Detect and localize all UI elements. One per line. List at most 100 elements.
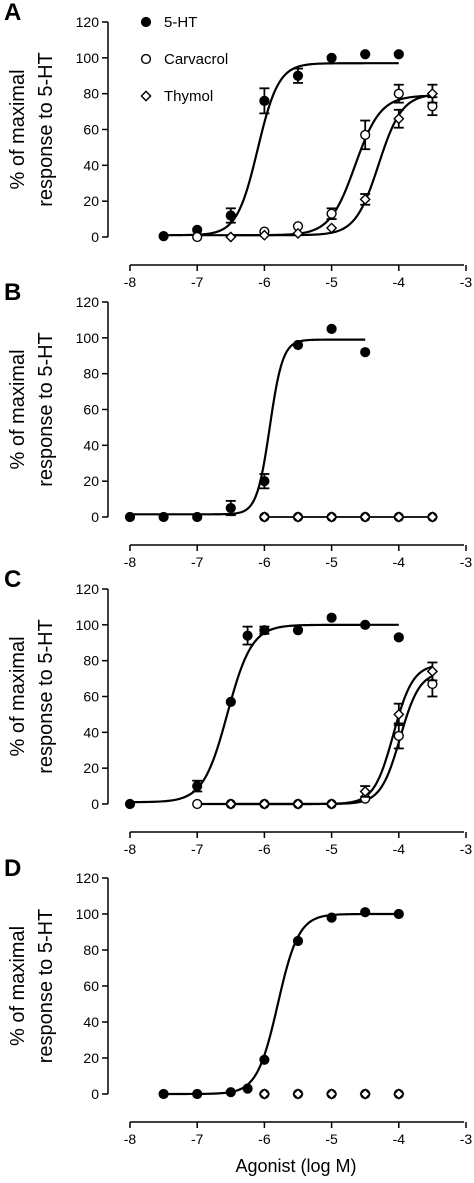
legend-marker: [140, 90, 152, 102]
y-tick-label: 80: [83, 653, 99, 669]
fit-curve-5-ht: [163, 912, 399, 1096]
data-point-5-ht: [292, 625, 304, 636]
data-point-5-ht: [292, 339, 304, 351]
y-tick-label: 120: [76, 870, 100, 886]
data-point-5-ht: [326, 912, 337, 923]
x-tick-label: -6: [258, 554, 271, 570]
data-point-thymol: [393, 708, 405, 721]
y-tick-label: 40: [83, 1014, 99, 1030]
y-tick-label: 100: [76, 50, 100, 66]
data-point-thymol: [393, 1088, 405, 1100]
fit-curve-5-ht: [130, 338, 366, 516]
legend-label: Carvacrol: [164, 51, 228, 68]
panel-letter: A: [4, 0, 21, 26]
data-point-carvacrol: [326, 208, 337, 219]
x-tick-label: -6: [258, 274, 271, 290]
y-tick-label: 100: [76, 330, 100, 346]
data-point-5-ht: [242, 630, 253, 641]
panel-d: D % of maximal response to 5-HT 0 20 40 60 80 10…: [4, 855, 472, 1147]
data-point-5-ht: [124, 798, 136, 810]
panel-letter: C: [4, 566, 21, 593]
x-tick-label: -3: [460, 841, 473, 857]
data-point-thymol: [225, 798, 237, 810]
data-point-5-ht: [326, 323, 337, 334]
y-tick-label: 80: [83, 86, 99, 102]
x-tick-label: -4: [393, 841, 406, 857]
data-point-5-ht: [393, 632, 404, 643]
data-point-thymol: [393, 511, 405, 523]
y-tick-label: 80: [83, 366, 99, 382]
y-tick-label: 60: [83, 122, 99, 138]
x-tick-label: -7: [191, 841, 204, 857]
x-axis-label: Agonist (log M): [235, 1156, 356, 1176]
data-point-thymol: [359, 1088, 371, 1100]
x-tick-label: -5: [325, 1131, 338, 1147]
data-point-5-ht: [259, 625, 270, 636]
y-tick-label: 100: [76, 617, 100, 633]
data-point-thymol: [292, 511, 304, 523]
data-point-5-ht: [360, 347, 371, 358]
data-point-thymol: [258, 1088, 270, 1100]
x-tick-label: -7: [191, 274, 204, 290]
x-tick-label: -6: [258, 841, 271, 857]
x-tick-label: -3: [460, 1131, 473, 1147]
y-tick-label: 60: [83, 402, 99, 418]
data-point-thymol: [258, 229, 270, 241]
data-point-thymol: [292, 227, 304, 240]
data-point-5-ht: [124, 511, 136, 523]
data-point-5-ht: [158, 511, 169, 523]
data-point-5-ht: [225, 502, 236, 514]
data-point-thymol: [426, 665, 438, 678]
data-point-thymol: [292, 798, 304, 810]
y-tick-label: 20: [83, 193, 99, 209]
data-point-thymol: [292, 1088, 304, 1100]
y-tick-label: 120: [76, 14, 100, 30]
x-tick-label: -3: [460, 274, 473, 290]
data-point-5-ht: [360, 907, 371, 918]
data-point-thymol: [258, 798, 270, 810]
y-tick-label: 60: [83, 978, 99, 994]
x-tick-label: -5: [325, 274, 338, 290]
data-point-thymol: [426, 511, 438, 523]
legend-label: 5-HT: [164, 14, 197, 31]
data-point-5-ht: [225, 696, 236, 707]
x-tick-label: -8: [124, 554, 137, 570]
data-point-carvacrol: [393, 88, 404, 99]
x-tick-label: -8: [124, 274, 137, 290]
data-point-thymol: [326, 798, 338, 810]
y-tick-label: 60: [83, 689, 99, 705]
data-point-carvacrol: [393, 730, 404, 742]
data-point-carvacrol: [360, 129, 371, 140]
y-tick-label: 0: [91, 1086, 99, 1102]
y-tick-label: 80: [83, 942, 99, 958]
data-point-carvacrol: [192, 231, 203, 243]
x-tick-label: -4: [393, 554, 406, 570]
x-tick-label: -5: [325, 841, 338, 857]
panel-a: A % of maximal response to 5-HT 0 20 40 60 80 10…: [4, 0, 472, 290]
x-tick-label: -8: [124, 1131, 137, 1147]
data-point-5-ht: [326, 612, 337, 623]
y-tick-label: 40: [83, 157, 99, 173]
y-axis-label: % of maximal: [7, 636, 29, 756]
data-point-5-ht: [192, 511, 203, 523]
data-point-carvacrol: [192, 798, 203, 810]
y-axis-label: response to 5-HT: [35, 909, 57, 1064]
fit-curve-5-ht: [129, 623, 399, 804]
data-point-5-ht: [259, 476, 270, 487]
data-point-5-ht: [225, 210, 236, 221]
data-point-5-ht: [259, 1054, 270, 1065]
data-point-5-ht: [360, 49, 371, 60]
y-tick-label: 120: [76, 581, 100, 597]
data-point-5-ht: [192, 1088, 203, 1100]
data-point-thymol: [359, 193, 371, 205]
data-point-thymol: [359, 511, 371, 523]
y-tick-label: 0: [91, 509, 99, 525]
data-point-5-ht: [192, 780, 203, 792]
data-point-thymol: [326, 222, 338, 234]
y-tick-label: 40: [83, 437, 99, 453]
data-point-thymol: [225, 231, 237, 243]
data-point-5-ht: [292, 70, 304, 81]
x-tick-label: -7: [191, 1131, 204, 1147]
data-point-5-ht: [393, 49, 404, 60]
x-tick-label: -7: [191, 554, 204, 570]
